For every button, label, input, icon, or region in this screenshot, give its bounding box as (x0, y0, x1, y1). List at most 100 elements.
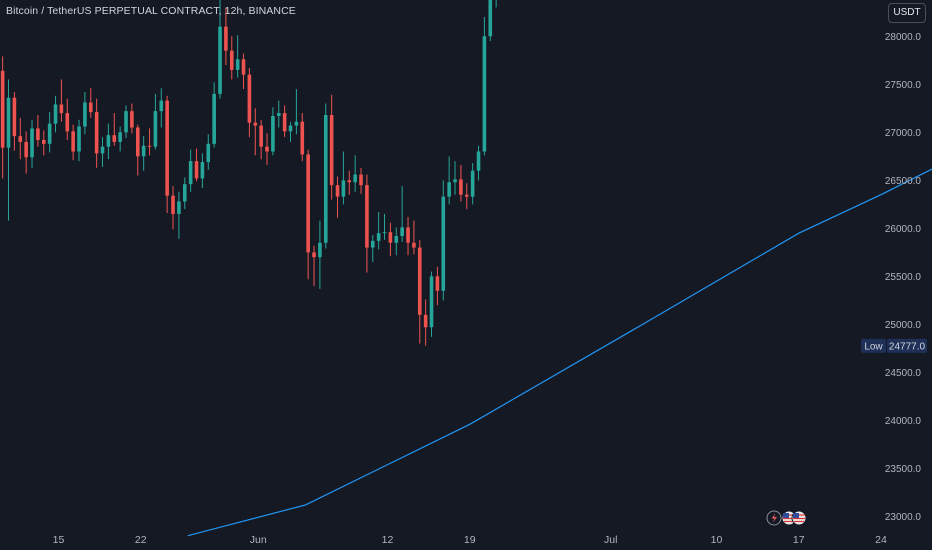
candle (476, 145, 481, 181)
candle (318, 220, 322, 289)
candle (71, 124, 75, 161)
candle-body (453, 179, 457, 183)
candle (300, 113, 305, 162)
lightning-icon[interactable] (766, 510, 782, 526)
candle (224, 7, 228, 66)
candle-body (306, 154, 310, 253)
candle-body (459, 179, 463, 195)
candle (265, 133, 269, 165)
candle-body (282, 113, 287, 132)
candle-body (171, 195, 175, 214)
candle-body (188, 161, 193, 185)
candle (429, 271, 434, 337)
candle (335, 176, 340, 218)
candle (447, 156, 451, 205)
candle (212, 82, 216, 148)
candle (18, 117, 23, 160)
candle-body (288, 125, 293, 132)
candle (253, 108, 258, 156)
price-axis[interactable]: 23000.0 23500.0 24000.0 24500.0 25000.0 25500… (885, 0, 922, 523)
currency-button[interactable]: USDT (888, 3, 926, 23)
candle-body (259, 125, 263, 147)
candle (329, 94, 334, 200)
price-tick-label: 24000.0 (885, 416, 922, 427)
us-flag-icon[interactable] (791, 510, 807, 526)
time-tick-label: 12 (382, 534, 394, 546)
candle (141, 136, 146, 171)
candle (77, 119, 81, 162)
candle-body (482, 36, 487, 152)
candle-body (212, 93, 216, 144)
candle-body (464, 194, 469, 197)
candle-body (312, 252, 316, 258)
candle (159, 88, 164, 128)
candle-body (53, 104, 58, 124)
low-marker-value-box (887, 338, 927, 353)
candle-body (323, 115, 328, 243)
candle (376, 212, 381, 250)
candle-body (47, 123, 52, 144)
candle (24, 131, 28, 174)
candle (406, 216, 410, 256)
candle-body (406, 227, 410, 243)
candle (370, 235, 375, 262)
time-tick-label: 24 (875, 534, 887, 546)
candle (241, 53, 246, 90)
moving-average-line (187, 168, 932, 537)
candle-body (141, 145, 146, 157)
candle-body (165, 100, 169, 196)
candle (30, 119, 34, 168)
candle-body (347, 180, 352, 183)
candle (100, 137, 105, 167)
candle (271, 107, 275, 156)
candle (218, 0, 222, 99)
candle (118, 126, 122, 152)
time-tick-label: 19 (464, 534, 476, 546)
low-marker-label: Low (864, 341, 883, 352)
candle-body (36, 128, 40, 140)
candle-body (194, 161, 199, 179)
price-tick-label: 23500.0 (885, 464, 922, 475)
candle-body (83, 102, 87, 127)
candle (488, 0, 493, 42)
chart-title: Bitcoin / TetherUS PERPETUAL CONTRACT, 1… (6, 5, 296, 17)
price-tick-label: 24500.0 (885, 368, 922, 379)
candle-body (112, 135, 117, 142)
candle-body (294, 121, 299, 126)
candle (482, 17, 487, 156)
candle (65, 98, 70, 140)
candle-body (177, 201, 181, 214)
candle-body (441, 196, 446, 291)
candle-body (147, 145, 152, 147)
candle-body (182, 184, 187, 202)
candle (294, 89, 299, 135)
candle-body (100, 146, 105, 154)
candle (394, 227, 399, 256)
candle (53, 95, 58, 133)
candle-body (382, 232, 387, 234)
candle-body (359, 174, 363, 186)
candle (88, 88, 93, 118)
candle (59, 79, 64, 122)
candle-body (318, 242, 322, 258)
candle-body (400, 227, 404, 237)
candle-body (200, 162, 205, 179)
candle-body (18, 136, 23, 142)
candle (353, 155, 357, 192)
candle (453, 161, 457, 195)
candle-body (6, 97, 11, 148)
time-tick-label: 15 (53, 534, 65, 546)
time-axis[interactable]: 81522Jun1219Jul101724Aug1421 (0, 534, 932, 546)
event-icons[interactable] (766, 510, 807, 526)
candle-body (118, 132, 122, 142)
candle (41, 130, 46, 156)
candle (135, 124, 140, 176)
candle (6, 79, 11, 221)
candle-body (224, 26, 228, 51)
candle-body (153, 111, 158, 147)
candle (435, 266, 440, 306)
candle-body (417, 247, 422, 315)
candle-body (370, 240, 375, 248)
candle (359, 167, 363, 194)
